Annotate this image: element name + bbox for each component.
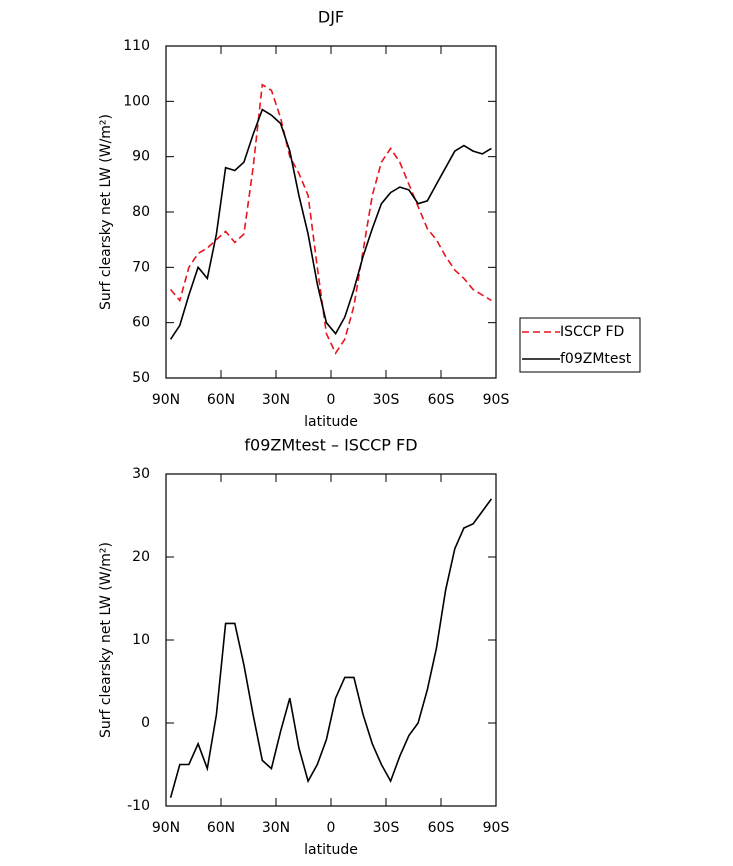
x-tick-label: 30N bbox=[262, 392, 290, 408]
data-line bbox=[169, 498, 493, 798]
x-tick-label: 90N bbox=[152, 820, 180, 836]
plot-frame bbox=[165, 473, 497, 807]
legend-box bbox=[519, 317, 641, 373]
y-axis-label: Surf clearsky net LW (W/m²) bbox=[98, 114, 114, 310]
plot-frame bbox=[165, 45, 497, 379]
y-tick-label: 80 bbox=[132, 204, 150, 220]
x-axis-label: latitude bbox=[304, 842, 358, 858]
y-tick-label: 0 bbox=[141, 715, 150, 731]
x-tick-label: 0 bbox=[327, 392, 336, 408]
x-tick-label: 0 bbox=[327, 820, 336, 836]
y-tick-label: 10 bbox=[132, 632, 150, 648]
y-tick-label: 30 bbox=[132, 466, 150, 482]
y-tick-label: 20 bbox=[132, 549, 150, 565]
legend-label: f09ZMtest bbox=[560, 351, 632, 367]
y-tick-label: 110 bbox=[123, 38, 150, 54]
y-tick-label: 60 bbox=[132, 315, 150, 331]
y-axis-label: Surf clearsky net LW (W/m²) bbox=[98, 542, 114, 738]
x-tick-label: 60S bbox=[428, 820, 455, 836]
y-tick-label: 70 bbox=[132, 259, 150, 275]
legend-label: ISCCP FD bbox=[560, 324, 624, 340]
x-tick-label: 90S bbox=[483, 820, 510, 836]
y-tick-label: 50 bbox=[132, 370, 150, 386]
x-tick-label: 60N bbox=[207, 820, 235, 836]
x-tick-label: 30S bbox=[373, 820, 400, 836]
chart-title: DJF bbox=[318, 8, 344, 27]
x-tick-label: 30S bbox=[373, 392, 400, 408]
data-line bbox=[169, 83, 492, 355]
x-tick-label: 60S bbox=[428, 392, 455, 408]
x-tick-label: 90N bbox=[152, 392, 180, 408]
x-axis-label: latitude bbox=[304, 414, 358, 430]
x-tick-label: 90S bbox=[483, 392, 510, 408]
x-tick-label: 60N bbox=[207, 392, 235, 408]
x-tick-label: 30N bbox=[262, 820, 290, 836]
y-tick-label: -10 bbox=[127, 798, 150, 814]
y-tick-label: 90 bbox=[132, 149, 150, 165]
chart-title: f09ZMtest – ISCCP FD bbox=[244, 436, 417, 455]
y-tick-label: 100 bbox=[123, 93, 150, 109]
data-line bbox=[169, 108, 492, 340]
